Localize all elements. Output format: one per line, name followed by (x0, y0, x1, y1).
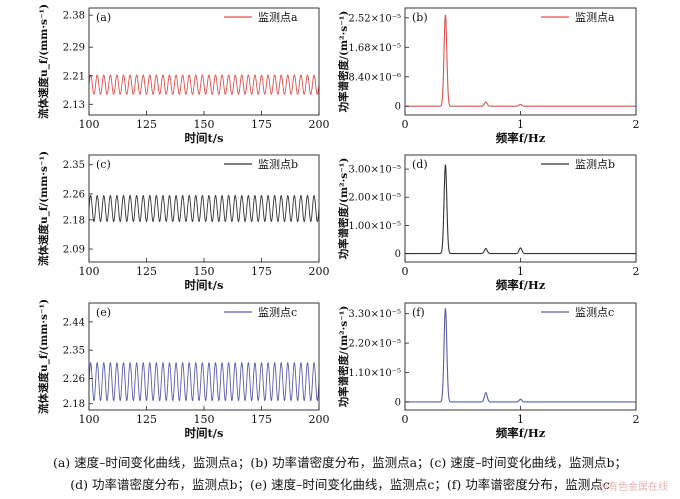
x-tick-label: 125 (136, 118, 157, 131)
y-tick-label: 2.21 (63, 71, 85, 82)
panel-label: (b) (412, 11, 428, 24)
x-tick-label: 100 (79, 265, 100, 278)
y-tick-label: 1.68×10⁻⁵ (348, 43, 401, 54)
y-tick-label: 2.52×10⁻⁵ (348, 13, 401, 24)
y-tick-label: 2.09 (63, 245, 85, 256)
figure-caption-line-1: (a) 速度–时间变化曲线，监测点a；(b) 功率谱密度分布，监测点a；(c) … (52, 455, 628, 470)
y-axis-label: 功率谱密度/(m²·s⁻¹) (337, 11, 350, 113)
chart-panel-c: 100 125 150 175 200 2.09 2.18 2.26 2.35 (c) 监测点b 时间… (37, 151, 330, 292)
x-axis-label: 频率f/Hz (496, 426, 546, 440)
y-tick-label: 2.35 (63, 346, 85, 357)
chart-panel-a: 100 125 150 175 200 2.13 2.21 2.29 2.38 (a) 监测点a 时间… (37, 4, 330, 145)
y-tick-label: 3.30×10⁻⁵ (348, 309, 401, 320)
y-axis-label: 功率谱密度/(m²·s⁻¹) (337, 306, 350, 408)
plot-frame (88, 7, 320, 116)
x-tick-label: 200 (309, 265, 330, 278)
legend-label: 监测点b (258, 158, 298, 171)
plot-frame (88, 302, 320, 411)
y-tick-label: 2.13 (63, 100, 85, 111)
x-tick-label: 0 (402, 413, 409, 426)
x-tick-label: 175 (251, 265, 272, 278)
figure-caption-line-2: (d) 功率谱密度分布，监测点b；(e) 速度–时间变化曲线，监测点c；(f) … (70, 477, 610, 492)
x-axis-label: 时间t/s (185, 131, 224, 145)
legend-label: 监测点c (575, 306, 614, 319)
x-tick-label: 100 (79, 118, 100, 131)
panel-label: (e) (96, 306, 111, 319)
x-tick-label: 1 (517, 118, 524, 131)
series-line (405, 14, 636, 107)
series-line (88, 74, 320, 95)
x-tick-label: 200 (309, 413, 330, 426)
y-tick-label: 2.44 (63, 317, 85, 328)
x-tick-label: 1 (517, 413, 524, 426)
x-tick-label: 1 (517, 265, 524, 278)
y-tick-label: 2.20×10⁻⁵ (348, 339, 401, 350)
y-tick-label: 0 (395, 249, 401, 260)
x-tick-label: 100 (79, 413, 100, 426)
x-axis-label: 频率f/Hz (496, 278, 546, 292)
x-tick-label: 2 (633, 413, 640, 426)
x-tick-label: 0 (402, 118, 409, 131)
chart-panel-b: 0 1 2 0 8.40×10⁻⁶ 1.68×10⁻⁵ 2.52×10⁻⁵ (b) 监测点a 频率… (337, 7, 640, 145)
y-tick-label: 2.35 (63, 160, 85, 171)
x-tick-label: 150 (194, 413, 215, 426)
x-axis-label: 时间t/s (185, 426, 224, 440)
x-axis-label: 时间t/s (185, 278, 224, 292)
y-tick-label: 3.00×10⁻⁵ (348, 165, 401, 176)
y-tick-label: 2.18 (63, 215, 85, 226)
y-axis-label: 流体速度u_f/(mm·s⁻¹) (37, 299, 51, 414)
x-tick-label: 150 (194, 265, 215, 278)
y-tick-label: 2.26 (63, 189, 85, 200)
x-tick-label: 125 (136, 265, 157, 278)
x-tick-label: 2 (633, 118, 640, 131)
y-tick-label: 0 (395, 397, 401, 408)
y-axis-label: 流体速度u_f/(mm·s⁻¹) (37, 151, 51, 266)
plot-frame (404, 302, 637, 411)
y-tick-label: 2.00×10⁻⁵ (348, 193, 401, 204)
x-tick-label: 200 (309, 118, 330, 131)
y-tick-label: 2.38 (63, 11, 85, 22)
y-tick-label: 2.26 (63, 374, 85, 385)
series-line (405, 164, 636, 255)
y-tick-label: 1.00×10⁻⁵ (348, 221, 401, 232)
series-line (88, 361, 320, 402)
chart-panel-f: 0 1 2 0 1.10×10⁻⁵ 2.20×10⁻⁵ 3.30×10⁻⁵ (f) 监测点c 频率… (337, 302, 640, 440)
x-tick-label: 2 (633, 265, 640, 278)
y-axis-label: 功率谱密度/(m²·s⁻¹) (337, 158, 350, 260)
y-axis-label: 流体速度u_f/(mm·s⁻¹) (37, 4, 51, 119)
plot-frame (404, 7, 637, 116)
x-tick-label: 175 (251, 118, 272, 131)
chart-panel-d: 0 1 2 0 1.00×10⁻⁵ 2.00×10⁻⁵ 3.00×10⁻⁵ (d) 监测点b 频率… (337, 154, 640, 292)
panel-label: (c) (96, 158, 111, 171)
x-tick-label: 150 (194, 118, 215, 131)
x-tick-label: 125 (136, 413, 157, 426)
y-tick-label: 0 (395, 102, 401, 113)
panel-label: (f) (412, 306, 425, 319)
y-tick-label: 2.18 (63, 399, 85, 410)
y-tick-label: 1.10×10⁻⁵ (348, 368, 401, 379)
panel-label: (d) (412, 158, 428, 171)
x-tick-label: 175 (251, 413, 272, 426)
series-line (88, 194, 320, 223)
legend-label: 监测点c (258, 306, 297, 319)
x-axis-label: 频率f/Hz (496, 131, 546, 145)
chart-panel-e: 100 125 150 175 200 2.18 2.26 2.35 2.44 (e) 监测点c 时间… (37, 299, 330, 440)
series-line (405, 308, 636, 403)
x-tick-label: 0 (402, 265, 409, 278)
panel-label: (a) (96, 11, 111, 24)
legend-label: 监测点a (258, 11, 298, 24)
y-tick-label: 8.40×10⁻⁶ (348, 72, 401, 83)
watermark-text: @有色金属在线 (598, 482, 668, 493)
legend-label: 监测点b (575, 158, 615, 171)
legend-label: 监测点a (575, 11, 615, 24)
plot-frame (404, 154, 637, 263)
y-tick-label: 2.29 (63, 43, 85, 54)
